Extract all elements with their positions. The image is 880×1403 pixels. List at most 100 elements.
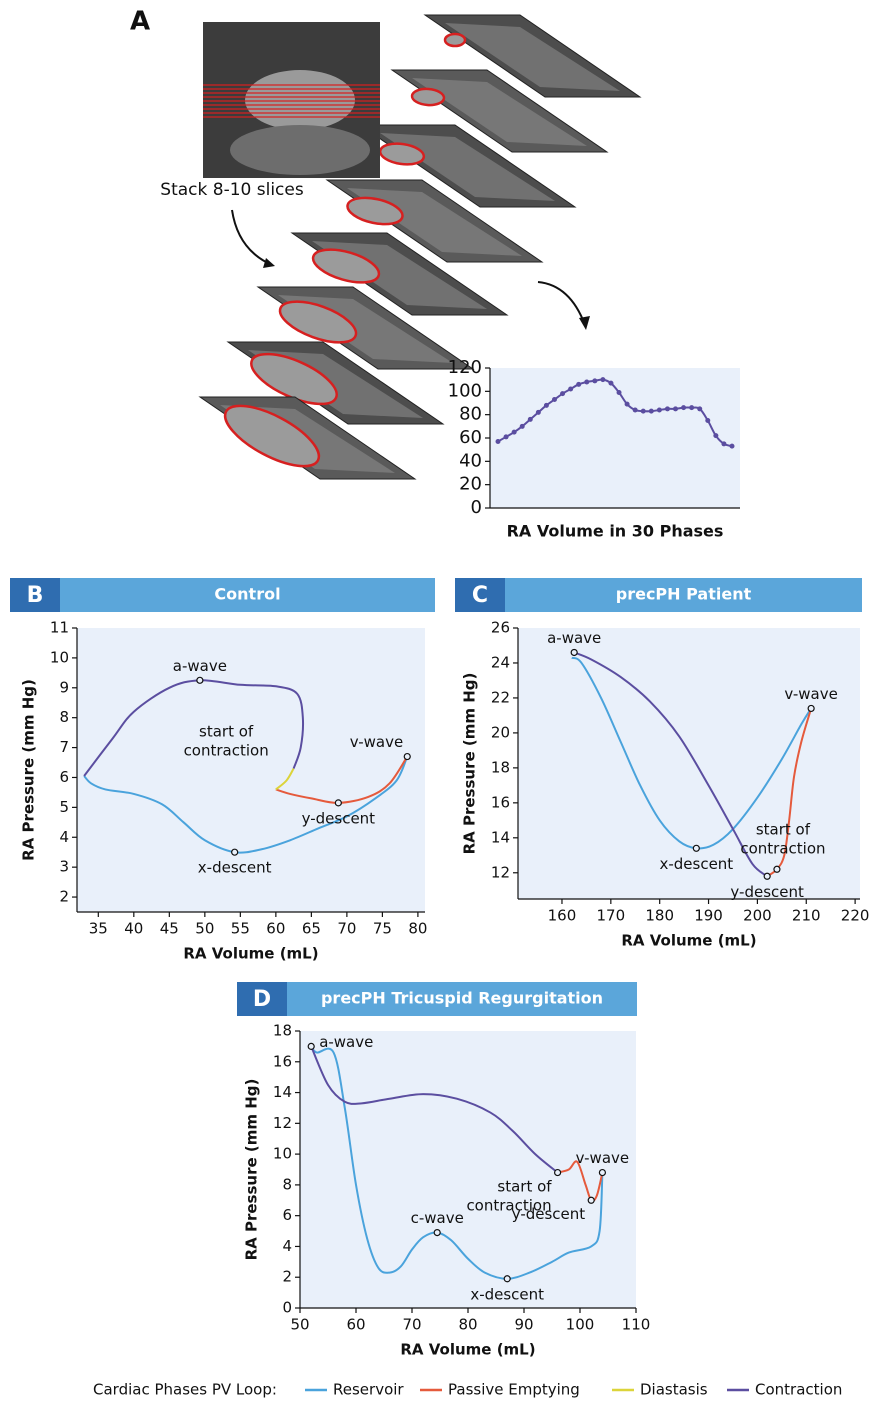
annotation-label: contraction bbox=[466, 1197, 551, 1215]
plot-area bbox=[490, 368, 740, 508]
legend-label: Contraction bbox=[755, 1381, 842, 1399]
data-point bbox=[536, 410, 541, 415]
y-axis-label: RA Pressure (mm Hg) bbox=[461, 673, 479, 855]
x-tick-label: 80 bbox=[458, 1316, 477, 1334]
figure: 020406080100120AStack 8-10 slicesRA Volu… bbox=[0, 0, 880, 1403]
annotation-label: c-wave bbox=[411, 1209, 464, 1227]
y-tick-label: 3 bbox=[59, 858, 69, 876]
data-point bbox=[633, 408, 638, 413]
y-tick-label: 40 bbox=[459, 450, 482, 471]
data-point bbox=[608, 381, 613, 386]
y-tick-label: 0 bbox=[282, 1299, 292, 1317]
x-tick-label: 160 bbox=[548, 907, 577, 925]
x-tick-label: 65 bbox=[302, 920, 321, 938]
x-tick-label: 70 bbox=[402, 1316, 421, 1334]
annotation-label: y-descent bbox=[730, 883, 804, 901]
panel-title: Control bbox=[214, 585, 280, 604]
y-axis-label: RA Pressure (mm Hg) bbox=[20, 679, 38, 861]
annotation-label: x-descent bbox=[659, 855, 733, 873]
y-tick-label: 24 bbox=[491, 653, 510, 671]
legend-title: Cardiac Phases PV Loop: bbox=[93, 1381, 277, 1399]
x-tick-label: 80 bbox=[408, 920, 427, 938]
y-tick-label: 4 bbox=[59, 828, 69, 846]
annotation-label: start of bbox=[199, 723, 254, 741]
arrow bbox=[538, 282, 585, 325]
annotation-point bbox=[571, 649, 577, 655]
y-tick-label: 80 bbox=[459, 404, 482, 425]
y-tick-label: 14 bbox=[491, 828, 510, 846]
y-tick-label: 26 bbox=[491, 619, 510, 637]
data-point bbox=[705, 418, 710, 423]
annotation-point bbox=[308, 1043, 314, 1049]
annotation-point bbox=[808, 705, 814, 711]
x-tick-label: 55 bbox=[231, 920, 250, 938]
data-point bbox=[689, 405, 694, 410]
x-tick-label: 50 bbox=[195, 920, 214, 938]
annotation-point bbox=[434, 1230, 440, 1236]
arrow-head bbox=[579, 316, 590, 330]
data-point bbox=[560, 391, 565, 396]
annotation-label: a-wave bbox=[173, 657, 227, 675]
annotation-point bbox=[764, 873, 770, 879]
y-tick-label: 11 bbox=[50, 619, 69, 637]
y-tick-label: 18 bbox=[491, 758, 510, 776]
y-tick-label: 2 bbox=[282, 1268, 292, 1286]
y-tick-label: 8 bbox=[282, 1175, 292, 1193]
coronal-heart bbox=[245, 70, 355, 130]
x-tick-label: 75 bbox=[373, 920, 392, 938]
data-point bbox=[600, 377, 605, 382]
panel-letter: D bbox=[253, 987, 271, 1012]
data-point bbox=[649, 409, 654, 414]
x-tick-label: 90 bbox=[514, 1316, 533, 1334]
y-tick-label: 8 bbox=[59, 708, 69, 726]
data-point bbox=[528, 417, 533, 422]
annotation-label: start of bbox=[497, 1178, 552, 1196]
x-tick-label: 50 bbox=[290, 1316, 309, 1334]
y-tick-label: 10 bbox=[50, 648, 69, 666]
x-tick-label: 210 bbox=[792, 907, 821, 925]
annotation-label: x-descent bbox=[470, 1285, 544, 1303]
panel-letter: C bbox=[472, 583, 488, 608]
annotation-point bbox=[588, 1197, 594, 1203]
coronal-liver bbox=[230, 125, 370, 175]
annotation: Stack 8-10 slices bbox=[160, 180, 304, 200]
annotation-label: v-wave bbox=[576, 1149, 629, 1167]
annotation-point bbox=[504, 1276, 510, 1282]
data-point bbox=[657, 408, 662, 413]
x-tick-label: 60 bbox=[266, 920, 285, 938]
x-tick-label: 170 bbox=[597, 907, 626, 925]
annotation-label: x-descent bbox=[198, 859, 272, 877]
y-tick-label: 6 bbox=[59, 768, 69, 786]
x-tick-label: 45 bbox=[160, 920, 179, 938]
x-tick-label: 180 bbox=[645, 907, 674, 925]
annotation-point bbox=[232, 849, 238, 855]
x-axis-label: RA Volume (mL) bbox=[400, 1341, 535, 1359]
y-tick-label: 120 bbox=[448, 357, 482, 378]
y-tick-label: 14 bbox=[273, 1083, 292, 1101]
panel-letter: B bbox=[27, 583, 44, 608]
data-point bbox=[665, 406, 670, 411]
x-tick-label: 60 bbox=[346, 1316, 365, 1334]
data-point bbox=[681, 405, 686, 410]
panel-title: precPH Tricuspid Regurgitation bbox=[321, 989, 603, 1008]
data-point bbox=[544, 403, 549, 408]
y-tick-label: 16 bbox=[273, 1052, 292, 1070]
legend-label: Diastasis bbox=[640, 1381, 708, 1399]
y-axis-label: RA Pressure (mm Hg) bbox=[243, 1079, 261, 1261]
annotation-label: contraction bbox=[184, 742, 269, 760]
arrow bbox=[232, 210, 272, 265]
data-point bbox=[625, 402, 630, 407]
y-tick-label: 22 bbox=[491, 688, 510, 706]
x-tick-label: 35 bbox=[89, 920, 108, 938]
annotation-point bbox=[599, 1170, 605, 1176]
annotation-point bbox=[197, 677, 203, 683]
data-point bbox=[504, 434, 509, 439]
annotation-point bbox=[335, 800, 341, 806]
data-point bbox=[512, 430, 517, 435]
x-tick-label: 190 bbox=[694, 907, 723, 925]
y-tick-label: 20 bbox=[491, 723, 510, 741]
y-tick-label: 60 bbox=[459, 427, 482, 448]
y-tick-label: 100 bbox=[448, 380, 482, 401]
annotation-point bbox=[774, 866, 780, 872]
x-tick-label: 110 bbox=[622, 1316, 651, 1334]
